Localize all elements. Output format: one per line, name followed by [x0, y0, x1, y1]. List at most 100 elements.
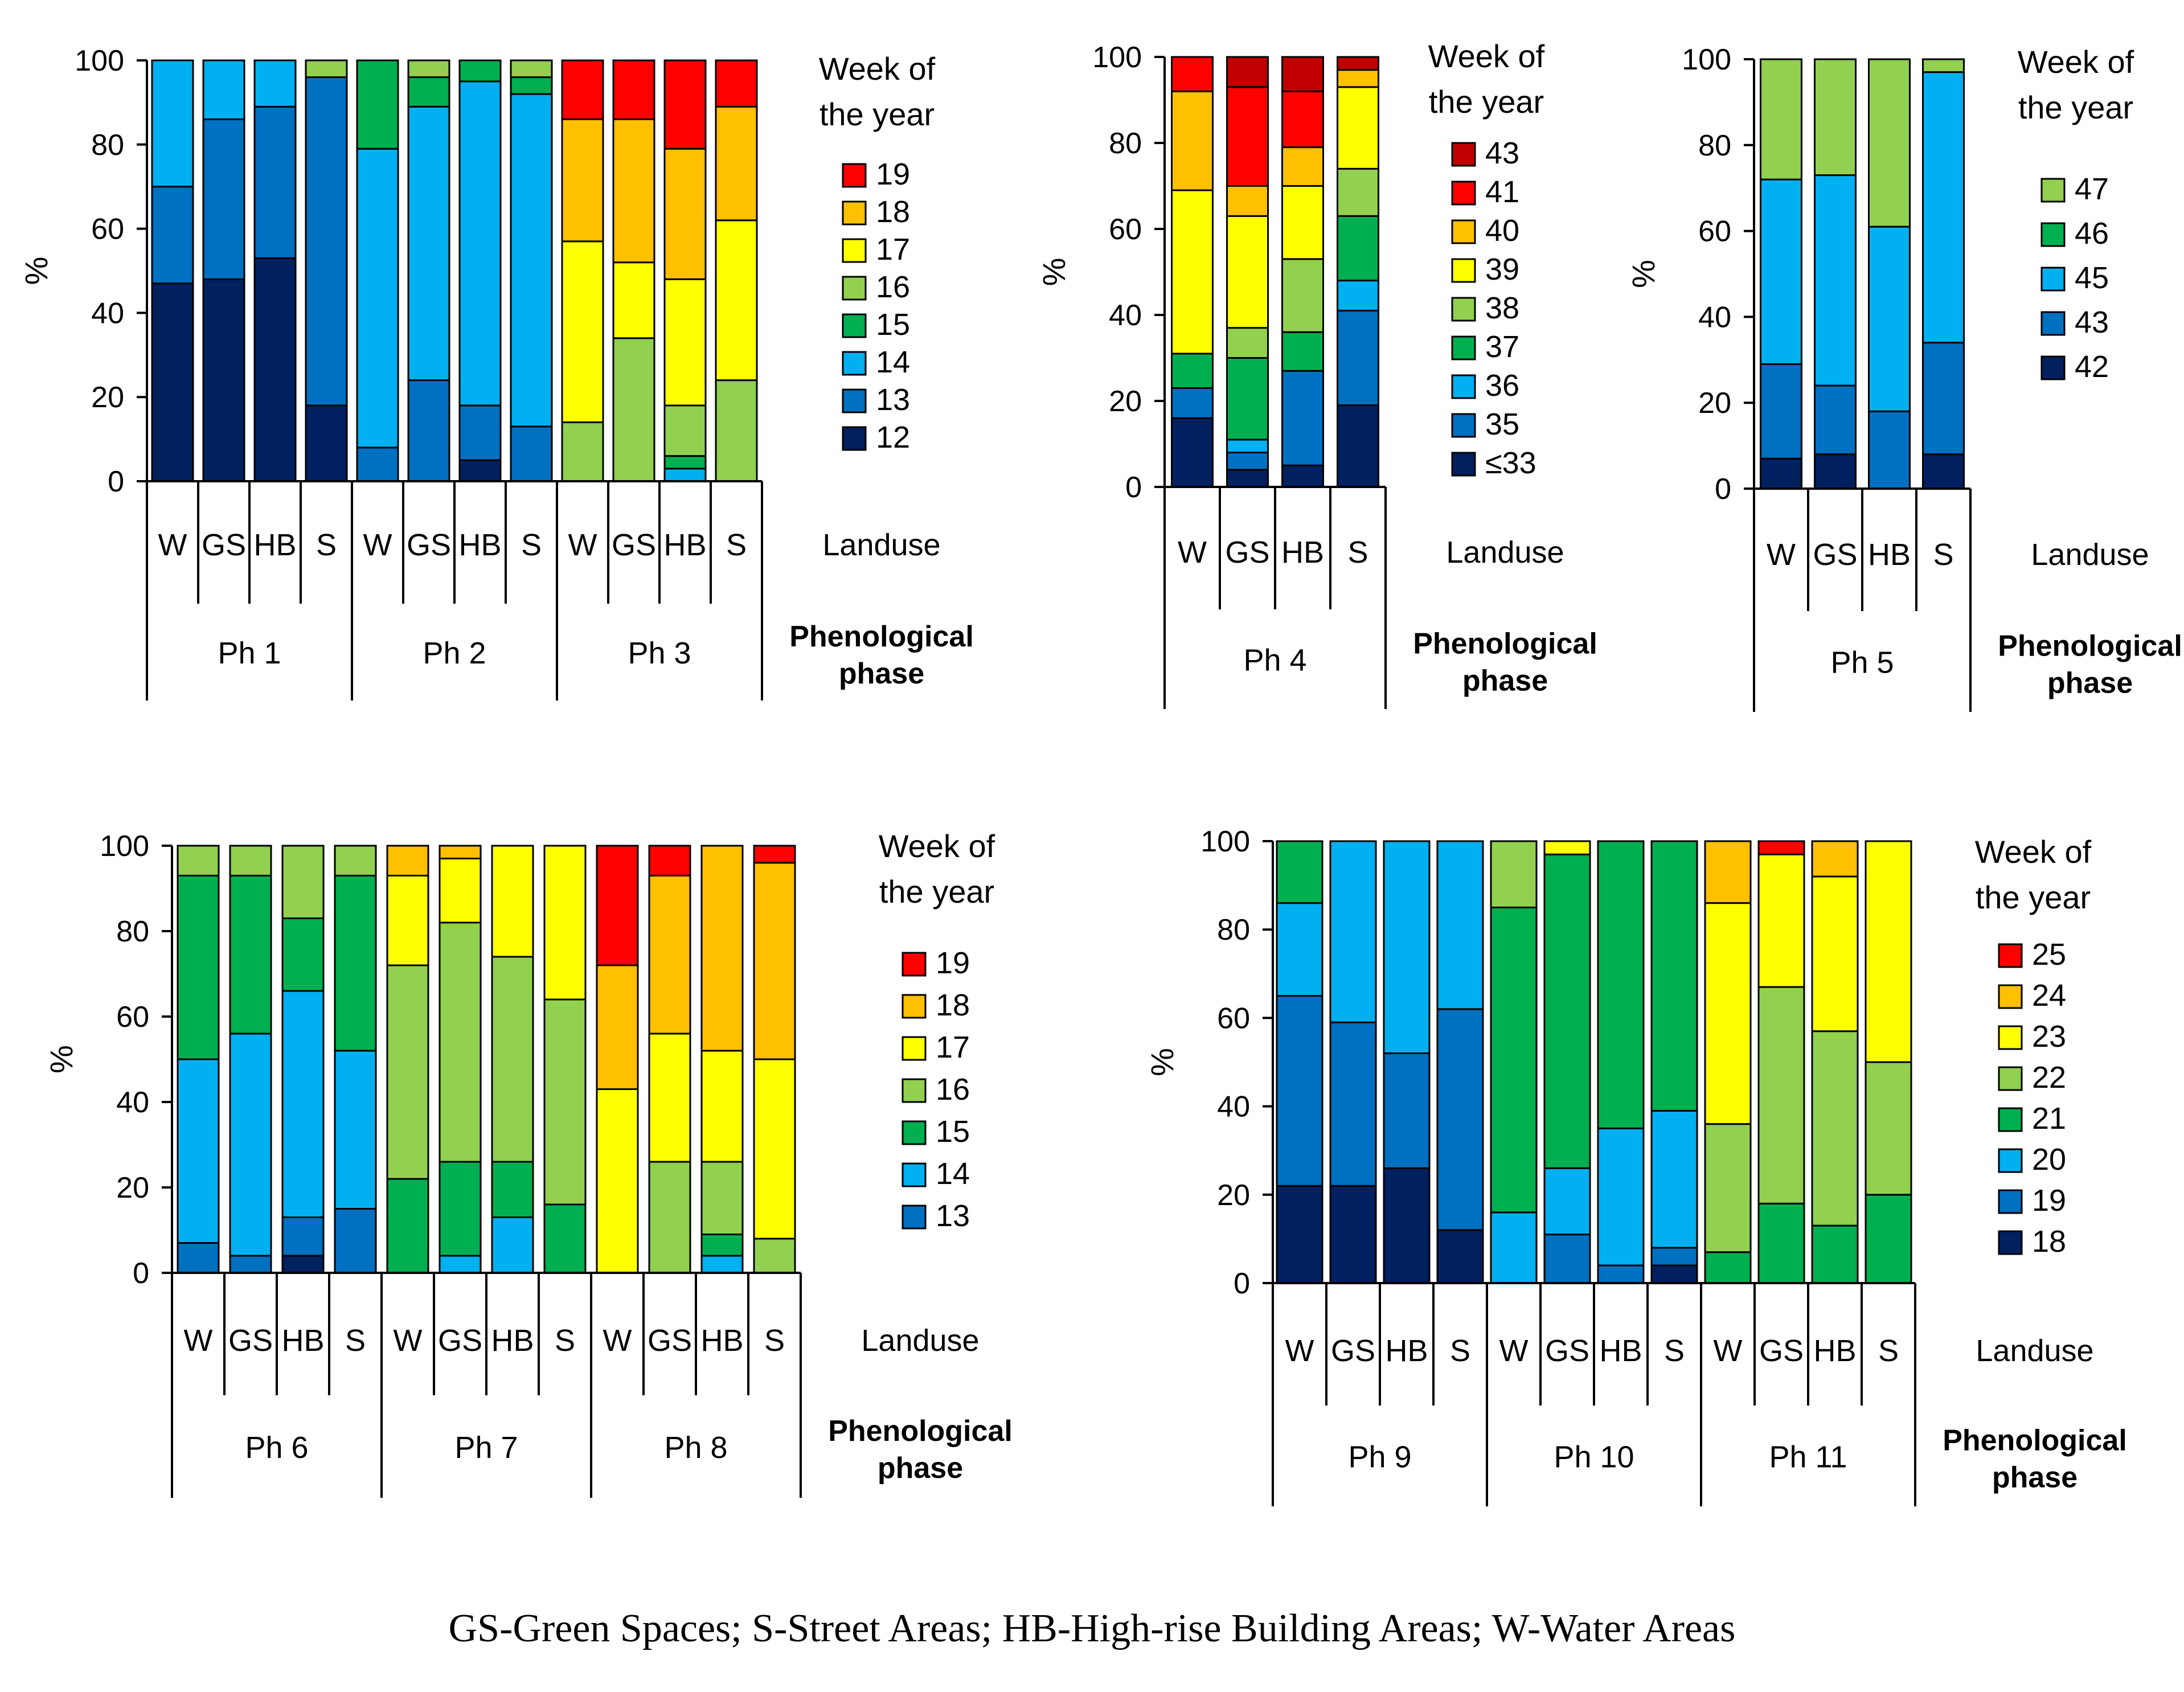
- bar-segment-week-19: [1650, 1247, 1698, 1267]
- y-tick-label: 100: [75, 44, 124, 77]
- landuse-label: GS: [407, 528, 451, 562]
- legend-label: 23: [2032, 1019, 2066, 1054]
- bar-segment-week-≤33: [1226, 469, 1269, 488]
- phase-label: Ph 5: [1830, 646, 1894, 680]
- bar-segment-week-18: [1329, 1185, 1377, 1284]
- bar-segment-week-21: [1597, 840, 1645, 1129]
- bar-segment-week-14: [151, 59, 194, 188]
- y-tick-label: 80: [1109, 127, 1142, 160]
- landuse-label: W: [1767, 538, 1796, 572]
- legend-title-line2: the year: [879, 874, 994, 909]
- bar-segment-week-20: [1597, 1127, 1645, 1267]
- legend-label: 18: [2032, 1224, 2066, 1259]
- bar-segment-week-19: [1436, 1008, 1484, 1231]
- y-tick-label: 0: [1125, 471, 1142, 504]
- bar-segment-week-42: [1760, 457, 1802, 490]
- bar-segment-week-20: [1543, 1167, 1591, 1236]
- bar-segment-week-20: [1329, 840, 1377, 1023]
- bar-segment-week-14: [177, 1058, 220, 1244]
- panel-3: 0 20 40 60 80 100% W GS HB S Ph 5 Landuse Phenologic…: [1625, 43, 2182, 712]
- landuse-label: S: [345, 1324, 366, 1358]
- legend-swatch: [1451, 335, 1476, 360]
- phase-axis-title-line2: phase: [1462, 665, 1548, 698]
- landuse-label: HB: [1868, 538, 1911, 572]
- bar-segment-week-41: [1171, 56, 1214, 92]
- phase-axis-title-line2: phase: [878, 1452, 963, 1485]
- landuse-label: GS: [1759, 1334, 1804, 1368]
- bar-segment-week-16: [305, 59, 348, 79]
- bar-segment-week-16: [612, 337, 655, 482]
- phase-axis-title-line1: Phenological: [1413, 628, 1597, 661]
- bar-segment-week-18: [1650, 1264, 1698, 1284]
- landuse-label: HB: [1281, 535, 1324, 570]
- bar-segment-week-40: [1337, 69, 1379, 88]
- legend-swatch: [1998, 1025, 2023, 1050]
- legend-label: 47: [2075, 172, 2109, 206]
- bar-segment-week-18: [386, 845, 429, 876]
- bar-segment-week-18: [753, 862, 796, 1060]
- y-tick-label: 40: [1217, 1091, 1250, 1124]
- legend-label: 16: [876, 270, 910, 304]
- bar-segment-week-40: [1171, 90, 1214, 191]
- bar-segment-week-23: [1543, 840, 1591, 855]
- bar-segment-week-17: [439, 858, 482, 924]
- legend-label: 15: [936, 1115, 970, 1149]
- legend-label: 24: [2032, 978, 2066, 1013]
- bar-segment-week-12: [305, 404, 348, 482]
- bar-segment-week-18: [612, 118, 655, 264]
- bar-segment-week-37: [1337, 215, 1379, 282]
- bar-segment-week-39: [1226, 215, 1269, 329]
- phase-label: Ph 4: [1243, 644, 1306, 678]
- bar-segment-week-40: [1226, 185, 1269, 217]
- y-tick-label: 0: [1715, 473, 1731, 506]
- bar-segment-week-39: [1171, 189, 1214, 355]
- bar-segment-week-12: [151, 282, 194, 482]
- legend-label: 40: [1485, 214, 1519, 248]
- bar-segment-week-43: [1760, 363, 1802, 460]
- landuse-label: S: [521, 528, 542, 562]
- bar-segment-week-16: [543, 998, 587, 1206]
- bar-segment-week-18: [439, 845, 482, 859]
- bar-segment-week-43: [1922, 342, 1965, 456]
- y-tick-label: 20: [1217, 1179, 1250, 1212]
- bar-segment-week-16: [407, 59, 450, 79]
- landuse-label: HB: [281, 1324, 324, 1358]
- bar-segment-week-19: [596, 845, 639, 966]
- legend-swatch: [1451, 374, 1476, 399]
- bar-segment-week-19: [648, 845, 691, 876]
- phase-label: Ph 9: [1348, 1440, 1411, 1474]
- bar-segment-week-15: [491, 1161, 534, 1218]
- bar-segment-week-15: [700, 1234, 744, 1257]
- bar-segment-week-13: [334, 1208, 377, 1274]
- landuse-label: GS: [648, 1324, 692, 1358]
- bar-segment-week-13: [229, 1255, 272, 1274]
- landuse-label: HB: [253, 528, 296, 562]
- landuse-label: W: [158, 528, 187, 562]
- landuse-label: HB: [663, 528, 706, 562]
- bar-segment-week-18: [700, 845, 744, 1052]
- bar-segment-week-36: [1226, 439, 1269, 454]
- bar-segment-week-20: [1276, 902, 1323, 997]
- bar-segment-week-17: [386, 875, 429, 966]
- legend-label: 19: [876, 157, 910, 191]
- legend-swatch: [1451, 413, 1476, 438]
- bar-segment-week-17: [561, 240, 604, 424]
- landuse-label: GS: [1545, 1334, 1589, 1368]
- bar-segment-week-≤33: [1281, 464, 1324, 488]
- phase-label: Ph 10: [1554, 1440, 1634, 1474]
- bar-segment-week-16: [561, 421, 604, 482]
- bar-segment-week-21: [1811, 1224, 1859, 1284]
- bar-segment-week-13: [253, 105, 297, 259]
- bar-segment-week-37: [1226, 357, 1269, 441]
- bar-segment-week-47: [1868, 58, 1911, 228]
- bar-segment-week-18: [561, 118, 604, 243]
- bar-segment-week-19: [612, 59, 655, 120]
- bar-segment-week-16: [753, 1238, 796, 1274]
- bar-segment-week-40: [1281, 146, 1324, 187]
- legend-label: 16: [936, 1072, 970, 1107]
- legend-label: 43: [1485, 136, 1519, 170]
- phase-label: Ph 11: [1769, 1440, 1847, 1474]
- legend-swatch: [842, 163, 867, 188]
- legend-label: 20: [2032, 1142, 2066, 1177]
